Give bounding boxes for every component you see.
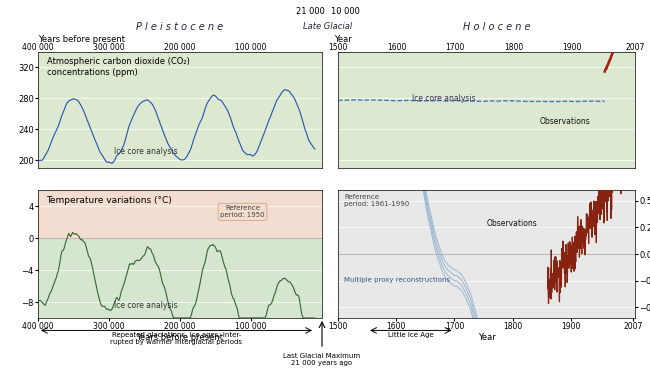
Text: 1900: 1900 <box>563 43 582 52</box>
Text: Late Glacial: Late Glacial <box>304 22 352 31</box>
Bar <box>38 190 322 238</box>
X-axis label: Years before present: Years before present <box>136 332 224 342</box>
Text: Repeated glaciations, ice ages, inter-
rupted by warmer interglacial periods: Repeated glaciations, ice ages, inter- r… <box>111 332 242 346</box>
Text: 1500: 1500 <box>328 43 348 52</box>
Text: Little Ice Age: Little Ice Age <box>388 332 434 338</box>
Text: Observations: Observations <box>486 219 538 228</box>
Text: Observations: Observations <box>540 117 591 126</box>
Text: H o l o c e n e: H o l o c e n e <box>463 22 530 31</box>
Text: Ice core analysis: Ice core analysis <box>114 147 177 156</box>
Text: Years before present: Years before present <box>38 35 125 44</box>
X-axis label: Year: Year <box>478 332 495 342</box>
Text: 1800: 1800 <box>504 43 523 52</box>
Text: 400 000: 400 000 <box>22 43 54 52</box>
Text: Ice core analysis: Ice core analysis <box>412 94 476 103</box>
Text: Temperature variations (°C): Temperature variations (°C) <box>47 196 172 205</box>
Text: 200 000: 200 000 <box>164 43 196 52</box>
Text: Atmospheric carbon dioxide (CO₂)
concentrations (ppm): Atmospheric carbon dioxide (CO₂) concent… <box>47 57 189 77</box>
Text: Reference
period: 1961-1990: Reference period: 1961-1990 <box>344 194 410 207</box>
Text: 21 000: 21 000 <box>296 7 324 16</box>
Text: Last Glacial Maximum
21 000 years ago: Last Glacial Maximum 21 000 years ago <box>283 353 361 365</box>
Text: Year: Year <box>334 35 352 44</box>
Text: Ice core analysis: Ice core analysis <box>114 301 177 310</box>
Text: 300 000: 300 000 <box>93 43 125 52</box>
Text: 10 000: 10 000 <box>332 7 360 16</box>
Text: 100 000: 100 000 <box>235 43 266 52</box>
Text: 1600: 1600 <box>387 43 406 52</box>
Text: 2007: 2007 <box>625 43 645 52</box>
Text: Reference
period: 1950: Reference period: 1950 <box>220 205 265 218</box>
Text: P l e i s t o c e n e: P l e i s t o c e n e <box>136 22 224 31</box>
Text: 1700: 1700 <box>445 43 465 52</box>
Text: Multiple proxy reconstructions: Multiple proxy reconstructions <box>344 277 450 283</box>
